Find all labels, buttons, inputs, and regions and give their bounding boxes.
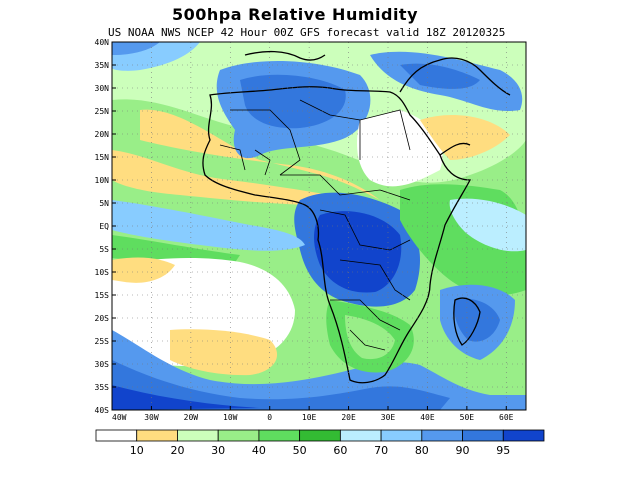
longitude-labels: 40W 30W 20W 10W 0 10E 20E 30E 40E 50E 60E xyxy=(112,413,514,422)
lat-label: 30N xyxy=(95,84,110,93)
colorbar-label: 10 xyxy=(130,444,144,457)
colorbar-swatch xyxy=(95,429,138,442)
colorbar-swatch xyxy=(339,429,382,442)
map-title: 500hpa Relative Humidity xyxy=(172,5,418,24)
colorbar-swatch xyxy=(136,429,178,442)
map-subtitle: US NOAA NWS NCEP 42 Hour 00Z GFS forecas… xyxy=(108,26,506,39)
lon-label: 40E xyxy=(420,413,435,422)
colorbar-label: 90 xyxy=(456,444,470,457)
colorbar-label: 30 xyxy=(211,444,225,457)
colorbar-swatch xyxy=(299,429,341,442)
lon-label: 0 xyxy=(267,413,272,422)
lat-label: 35N xyxy=(95,61,110,70)
lat-label: 10N xyxy=(95,176,110,185)
humidity-field xyxy=(112,42,526,410)
lon-label: 10W xyxy=(223,413,238,422)
colorbar-label: 20 xyxy=(170,444,184,457)
lat-label: 15S xyxy=(95,291,110,300)
colorbar-label: 95 xyxy=(496,444,510,457)
lat-label: 20N xyxy=(95,130,110,139)
lat-label: 10S xyxy=(95,268,110,277)
lat-label: 15N xyxy=(95,153,110,162)
colorbar-label: 60 xyxy=(333,444,347,457)
lon-label: 30W xyxy=(144,413,159,422)
colorbar-label: 50 xyxy=(293,444,307,457)
lon-label: 30E xyxy=(381,413,396,422)
graticule xyxy=(112,42,526,410)
lat-label: 5S xyxy=(99,245,109,254)
lon-label: 10E xyxy=(302,413,317,422)
lon-label: 20E xyxy=(341,413,356,422)
colorbar-label: 40 xyxy=(252,444,266,457)
colorbar-swatch xyxy=(502,429,545,442)
lon-label: 50E xyxy=(460,413,475,422)
lat-label: 40N xyxy=(95,38,110,47)
colorbar-swatch xyxy=(421,429,463,442)
lon-label: 20W xyxy=(184,413,199,422)
lon-label: 40W xyxy=(112,413,127,422)
coastlines xyxy=(202,50,511,384)
lat-label: 20S xyxy=(95,314,110,323)
colorbar-swatch xyxy=(217,429,260,442)
colorbar-label: 80 xyxy=(415,444,429,457)
lon-label: 60E xyxy=(499,413,514,422)
colorbar-swatch xyxy=(462,429,504,442)
lat-label: 30S xyxy=(95,360,110,369)
lat-label: EQ xyxy=(99,222,109,231)
lat-label: 35S xyxy=(95,383,110,392)
colorbar-label: 70 xyxy=(374,444,388,457)
colorbar-swatch xyxy=(380,429,423,442)
lat-label: 5N xyxy=(99,199,109,208)
colorbar-swatch xyxy=(258,429,301,442)
country-borders xyxy=(219,99,411,351)
colorbar-swatch xyxy=(177,429,219,442)
lat-label: 25N xyxy=(95,107,110,116)
lat-label: 25S xyxy=(95,337,110,346)
latitude-labels: 40N 35N 30N 25N 20N 15N 10N 5N EQ 5S 10S 15S 20S 25S 3… xyxy=(95,38,110,415)
lat-label: 40S xyxy=(95,406,110,415)
